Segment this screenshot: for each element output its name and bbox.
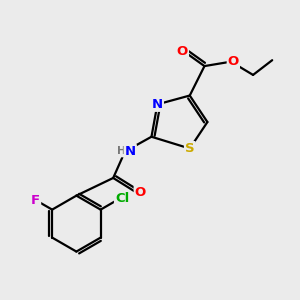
Text: F: F xyxy=(31,194,40,207)
Text: H: H xyxy=(117,146,126,157)
Text: O: O xyxy=(135,186,146,199)
Text: Cl: Cl xyxy=(115,192,129,205)
Text: S: S xyxy=(185,142,195,155)
Text: O: O xyxy=(228,55,239,68)
Text: O: O xyxy=(177,45,188,58)
Text: N: N xyxy=(125,145,136,158)
Text: N: N xyxy=(152,98,163,111)
